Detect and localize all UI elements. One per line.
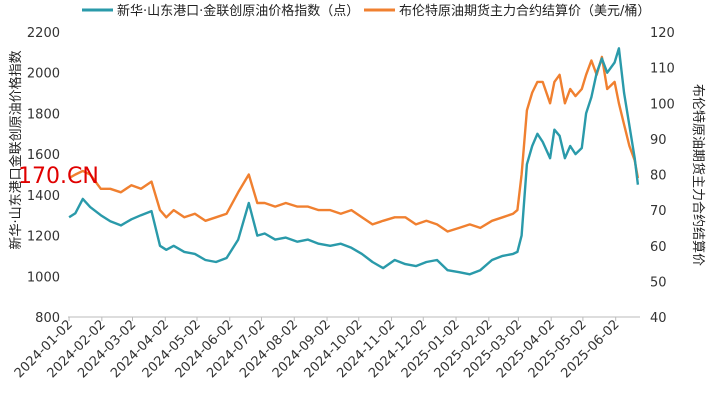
y-left-tick-label: 1600 bbox=[27, 148, 60, 163]
y-right-tick-label: 50 bbox=[650, 275, 667, 290]
y-left-tick-label: 1800 bbox=[27, 107, 60, 122]
y-left-tick-label: 1400 bbox=[27, 189, 60, 204]
y-right-tick-label: 110 bbox=[650, 62, 675, 77]
legend-label-brent: 布伦特原油期货主力合约结算价（美元/桶） bbox=[399, 3, 650, 19]
watermark: 170.CN bbox=[18, 164, 99, 189]
y-left-ticks: 800 1000 1200 1400 1600 1800 2000 2200 bbox=[27, 26, 60, 326]
y-right-tick-label: 100 bbox=[650, 97, 675, 112]
y-right-tick-label: 70 bbox=[650, 204, 667, 219]
y-left-tick-label: 800 bbox=[35, 311, 60, 326]
y-left-tick-label: 2200 bbox=[27, 26, 60, 41]
y-right-tick-label: 80 bbox=[650, 169, 667, 184]
series-layer bbox=[68, 47, 640, 276]
y-left-tick-label: 2000 bbox=[27, 67, 60, 82]
y-left-axis-title: 新华·山东港口金联创原油价格指数 bbox=[8, 50, 24, 249]
legend: 新华·山东港口·金联创原油价格指数（点） 布伦特原油期货主力合约结算价（美元/桶… bbox=[82, 3, 650, 19]
legend-item-index: 新华·山东港口·金联创原油价格指数（点） bbox=[82, 3, 359, 19]
y-right-tick-label: 90 bbox=[650, 133, 667, 148]
x-ticks: 2024-01-022024-02-022024-03-022024-04-02… bbox=[12, 317, 623, 381]
y-left-tick-label: 1200 bbox=[27, 230, 60, 245]
y-right-axis-title: 布伦特原油期货主力合约结算价 bbox=[690, 84, 706, 266]
y-left-tick-label: 1000 bbox=[27, 270, 60, 285]
series-line-index bbox=[68, 47, 640, 276]
y-right-tick-label: 40 bbox=[650, 311, 667, 326]
legend-item-brent: 布伦特原油期货主力合约结算价（美元/桶） bbox=[364, 3, 650, 19]
y-right-ticks: 40 50 60 70 80 90 100 110 120 bbox=[650, 26, 675, 326]
y-right-tick-label: 60 bbox=[650, 240, 667, 255]
legend-label-index: 新华·山东港口·金联创原油价格指数（点） bbox=[117, 3, 359, 19]
y-right-tick-label: 120 bbox=[650, 26, 675, 41]
series-line-brent bbox=[68, 55, 640, 233]
